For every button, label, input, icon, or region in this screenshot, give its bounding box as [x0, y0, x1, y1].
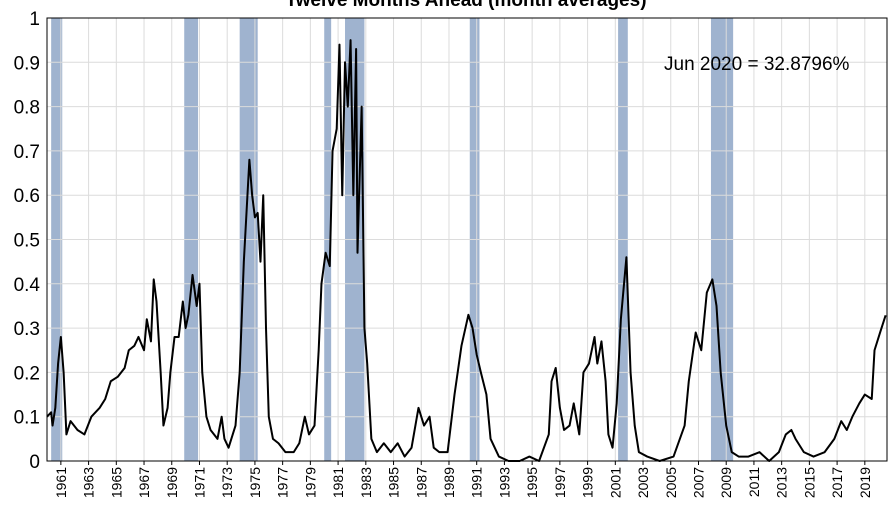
x-tick-label: 1977 [275, 467, 291, 498]
x-tick-label: 1991 [469, 467, 485, 498]
x-tick-label: 2011 [746, 467, 762, 497]
y-tick-label: 0.5 [14, 231, 40, 252]
x-tick-label: 2003 [635, 467, 651, 498]
y-tick-label: 0.3 [14, 319, 40, 340]
x-tick-label: 1993 [496, 467, 512, 498]
y-tick-label: 0.7 [14, 142, 40, 163]
x-tick-label: 1981 [330, 467, 346, 498]
y-tick-label: 0.1 [14, 408, 40, 429]
x-tick-label: 1971 [191, 467, 207, 498]
x-tick-label: 2015 [801, 467, 817, 498]
x-tick-label: 1995 [524, 467, 540, 498]
x-tick-label: 2009 [718, 467, 734, 498]
chart-title: Twelve Months Ahead (month averages) [285, 0, 646, 11]
x-tick-label: 1973 [219, 467, 235, 498]
y-tick-label: 0.2 [14, 363, 40, 384]
x-tick-label: 1965 [108, 467, 124, 498]
x-tick-label: 1969 [164, 467, 180, 498]
x-tick-label: 1999 [580, 467, 596, 498]
y-tick-label: 0 [29, 452, 40, 473]
x-tick-label: 2013 [774, 467, 790, 498]
x-tick-label: 1987 [413, 467, 429, 498]
plot-frame [46, 17, 888, 462]
x-tick-label: 1967 [136, 467, 152, 498]
y-tick-label: 1 [29, 9, 40, 30]
x-tick-label: 2007 [690, 467, 706, 498]
y-tick-label: 0.4 [14, 275, 41, 296]
x-tick-label: 1985 [386, 467, 402, 498]
annotation: Jun 2020 = 32.8796% [664, 54, 850, 75]
x-tick-label: 1975 [247, 467, 263, 498]
x-tick-label: 1963 [81, 467, 97, 498]
x-tick-label: 1961 [53, 467, 69, 498]
x-tick-label: 2019 [857, 467, 873, 498]
x-tick-label: 1989 [441, 467, 457, 498]
x-tick-label: 1979 [302, 467, 318, 498]
y-tick-label: 0.6 [14, 186, 40, 207]
y-tick-label: 0.9 [14, 53, 40, 74]
x-tick-label: 1997 [552, 467, 568, 498]
x-tick-label: 2001 [607, 467, 623, 498]
line [46, 39, 887, 462]
x-tick-label: 2017 [829, 467, 845, 498]
x-tick-label: 1983 [358, 467, 374, 498]
x-tick-label: 2005 [663, 467, 679, 498]
y-tick-label: 0.8 [14, 98, 40, 119]
